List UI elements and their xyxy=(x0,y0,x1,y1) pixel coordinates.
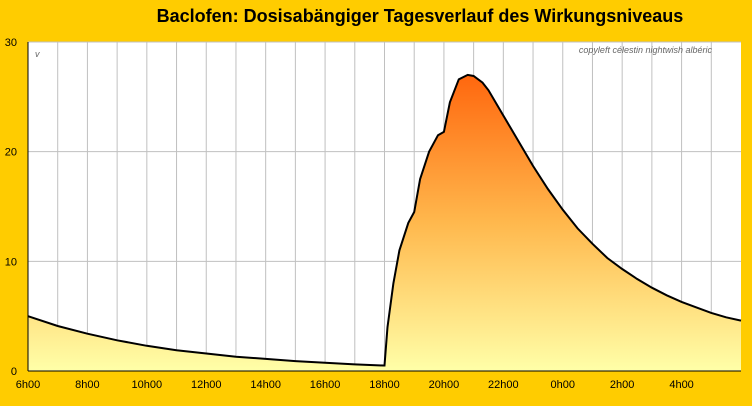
x-tick-label: 2h00 xyxy=(610,379,634,391)
y-tick-label: 0 xyxy=(11,366,17,378)
x-tick-label: 6h00 xyxy=(16,379,40,391)
chart-title: Baclofen: Dosisabängiger Tagesverlauf de… xyxy=(156,6,684,26)
copyright-note: copyleft célestin nightwish albéric xyxy=(579,45,713,55)
y-tick-label: 20 xyxy=(5,147,17,159)
x-tick-label: 16h00 xyxy=(310,379,341,391)
x-tick-label: 8h00 xyxy=(75,379,99,391)
x-tick-label: 0h00 xyxy=(551,379,575,391)
x-tick-labels: 6h00 8h00 10h00 12h00 14h00 16h00 18h00 20h00 22… xyxy=(16,379,694,391)
y-axis-marker: v xyxy=(35,49,40,59)
x-tick-label: 22h00 xyxy=(488,379,519,391)
y-tick-labels: 0 10 20 30 xyxy=(5,37,17,378)
x-tick-label: 10h00 xyxy=(132,379,163,391)
series-line xyxy=(27,73,742,367)
x-tick-label: 20h00 xyxy=(429,379,460,391)
series-area xyxy=(28,74,741,372)
y-tick-label: 30 xyxy=(5,37,17,49)
x-tick-label: 14h00 xyxy=(250,379,281,391)
x-tick-label: 4h00 xyxy=(669,379,693,391)
y-tick-label: 10 xyxy=(5,256,17,268)
x-tick-label: 12h00 xyxy=(191,379,222,391)
x-tick-label: 18h00 xyxy=(369,379,400,391)
